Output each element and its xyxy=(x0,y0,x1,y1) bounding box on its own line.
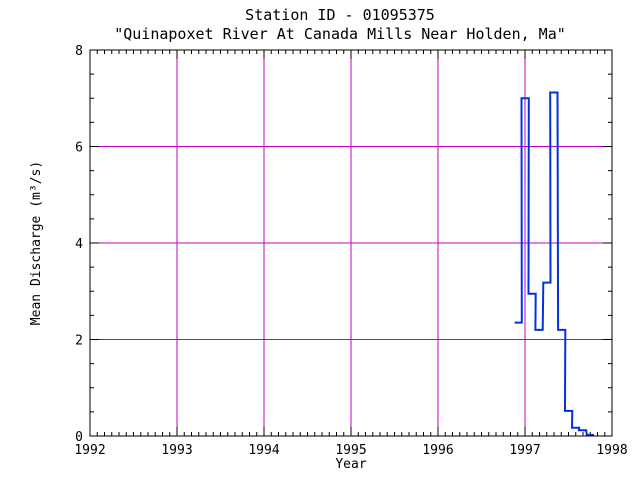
grid-lines xyxy=(90,50,612,436)
x-tick-label: 1995 xyxy=(335,443,366,458)
x-tick-label: 1996 xyxy=(422,443,453,458)
y-tick-label: 4 xyxy=(75,237,83,252)
x-axis-label: Year xyxy=(335,457,366,472)
series-group xyxy=(514,91,594,436)
x-tick-label: 1992 xyxy=(74,443,105,458)
y-tick-label: 6 xyxy=(75,141,83,156)
chart-subtitle: "Quinapoxet River At Canada Mills Near H… xyxy=(114,25,566,43)
y-tick-label: 8 xyxy=(75,44,83,59)
x-tick-label: 1993 xyxy=(161,443,192,458)
plot-frame xyxy=(89,49,613,437)
chart-title: Station ID - 01095375 xyxy=(245,6,435,24)
tick-labels: 1992 1993 1994 1995 1996 1997 1998 0 2 4 6 8 xyxy=(74,44,627,458)
x-tick-label: 1994 xyxy=(248,443,279,458)
discharge-step-line xyxy=(514,91,594,436)
x-tick-label: 1998 xyxy=(596,443,627,458)
x-tick-label: 1997 xyxy=(509,443,540,458)
y-tick-label: 0 xyxy=(75,430,83,445)
y-tick-label: 2 xyxy=(75,334,83,349)
y-axis-label: Mean Discharge (m³/s) xyxy=(29,161,44,325)
